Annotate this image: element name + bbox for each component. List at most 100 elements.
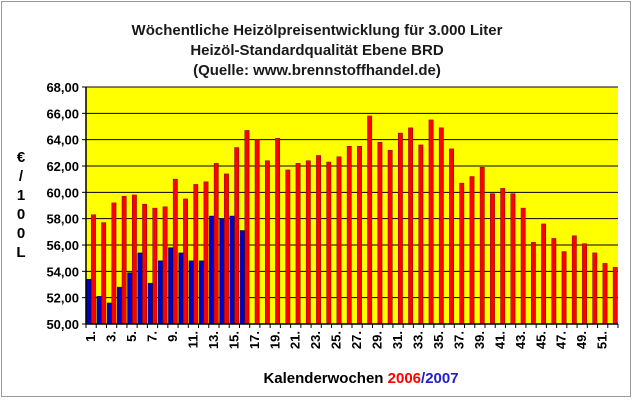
- bar-2006: [254, 139, 260, 325]
- bar-2006: [234, 147, 240, 325]
- bar-2006: [131, 194, 137, 325]
- x-tick-label: 17.: [247, 331, 262, 349]
- bar-2006: [449, 148, 454, 325]
- bar-2006: [357, 146, 362, 325]
- bar-2007: [96, 296, 102, 325]
- bar-2006: [438, 127, 444, 325]
- bar-2007: [219, 218, 225, 325]
- chart-source: (Quelle: www.brennstoffhandel.de): [193, 62, 441, 79]
- bar-2006: [316, 155, 321, 325]
- chart-subtitle: Heizöl-Standardqualität Ebene BRD: [190, 42, 444, 59]
- x-tick-label: 37.: [451, 331, 466, 349]
- bar-2006: [305, 160, 311, 325]
- bar-2006: [285, 169, 291, 325]
- bar-2006: [172, 178, 178, 325]
- bar-2006: [224, 173, 229, 325]
- bar-2006: [551, 238, 557, 325]
- bar-2006: [397, 132, 403, 325]
- y-axis-label-char: 0: [17, 206, 25, 223]
- bar-2007: [198, 260, 204, 325]
- x-axis-title-separator: /: [421, 370, 426, 387]
- x-tick-label: 39.: [472, 331, 487, 349]
- bar-2007: [229, 215, 235, 325]
- bar-2007: [188, 260, 194, 325]
- x-tick-labels: 1. 3. 5. 7. 9. 11. 13. 15. 17. 19. 21. 23. 25. 27. 29.…: [83, 324, 619, 349]
- bar-2006: [561, 251, 567, 325]
- x-tick-label: 23.: [308, 331, 323, 349]
- bar-2006: [612, 267, 618, 325]
- bar-2006: [193, 184, 199, 325]
- x-tick-label: 27.: [349, 331, 364, 349]
- x-tick-label: 35.: [431, 331, 446, 349]
- y-axis-label-char: 1: [17, 187, 25, 204]
- x-tick-label: 41.: [492, 331, 507, 349]
- y-axis-label-char: 0: [17, 225, 25, 242]
- bar-2006: [510, 193, 516, 325]
- bar-2006: [111, 202, 117, 325]
- x-tick-label: 9.: [165, 331, 180, 342]
- x-tick-label: 33.: [411, 331, 426, 349]
- bar-2006: [408, 127, 414, 325]
- bar-2007: [86, 278, 92, 325]
- x-axis-title-year-2007: 2007: [425, 370, 458, 387]
- bar-2006: [377, 142, 383, 325]
- bar-2006: [500, 188, 506, 325]
- bar-2007: [157, 260, 163, 325]
- bar-2006: [295, 163, 301, 325]
- y-tick-label: 68,00: [46, 80, 79, 95]
- y-tick-label: 62,00: [46, 159, 79, 174]
- bar-2006: [142, 203, 148, 325]
- x-axis-title-year-2006: 2006: [388, 370, 421, 387]
- bar-2006: [520, 207, 526, 325]
- bar-2006: [469, 176, 475, 325]
- y-tick-label: 56,00: [46, 238, 79, 253]
- x-tick-label: 31.: [390, 331, 405, 349]
- y-axis-label-char: €: [17, 149, 26, 166]
- x-tick-label: 1.: [83, 331, 98, 342]
- x-axis-title-prefix: Kalenderwochen: [263, 370, 387, 387]
- bar-2007: [106, 302, 112, 325]
- x-tick-label: 5.: [124, 331, 139, 342]
- y-axis-label: € / 1 0 0 L: [16, 149, 25, 261]
- bar-2007: [168, 247, 174, 325]
- x-tick-label: 7.: [145, 331, 160, 342]
- bar-2006: [418, 144, 424, 325]
- x-tick-label: 43.: [513, 331, 528, 349]
- bar-2007: [239, 230, 245, 325]
- bar-2006: [367, 115, 373, 325]
- bar-2006: [91, 214, 96, 325]
- bar-2006: [346, 146, 352, 325]
- bar-2006: [152, 207, 158, 325]
- y-axis-label-char: /: [19, 168, 24, 185]
- bar-2006: [244, 130, 250, 325]
- x-tick-label: 19.: [267, 331, 282, 349]
- x-axis-title: Kalenderwochen 2006/2007: [263, 370, 458, 387]
- y-tick-label: 60,00: [46, 185, 79, 200]
- bar-2007: [209, 215, 214, 325]
- bar-2006: [490, 193, 495, 325]
- x-tick-label: 49.: [574, 331, 589, 349]
- x-tick-label: 3.: [104, 331, 119, 342]
- x-tick-label: 29.: [370, 331, 385, 349]
- x-tick-label: 51.: [595, 331, 610, 349]
- bar-2006: [183, 198, 188, 325]
- bar-2006: [275, 138, 281, 325]
- bar-2006: [428, 119, 434, 325]
- bar-2006: [121, 196, 127, 325]
- bar-2006: [602, 263, 608, 325]
- x-tick-label: 45.: [533, 331, 548, 349]
- bar-2006: [592, 252, 598, 325]
- y-tick-label: 54,00: [46, 264, 79, 279]
- x-tick-label: 11.: [185, 331, 200, 348]
- bar-2006: [203, 181, 209, 325]
- bar-2006: [582, 243, 587, 325]
- y-axis-label-char: L: [16, 244, 25, 261]
- y-tick-label: 58,00: [46, 212, 79, 227]
- y-tick-label: 50,00: [46, 317, 79, 332]
- bar-2007: [178, 252, 184, 325]
- y-tick-labels: 50,00 52,00 54,00 56,00 58,00 60,00 62,00 64,00…: [46, 80, 86, 332]
- bar-2006: [336, 156, 342, 325]
- bar-2006: [571, 235, 577, 325]
- bar-2006: [162, 206, 168, 325]
- bar-2006: [479, 167, 485, 325]
